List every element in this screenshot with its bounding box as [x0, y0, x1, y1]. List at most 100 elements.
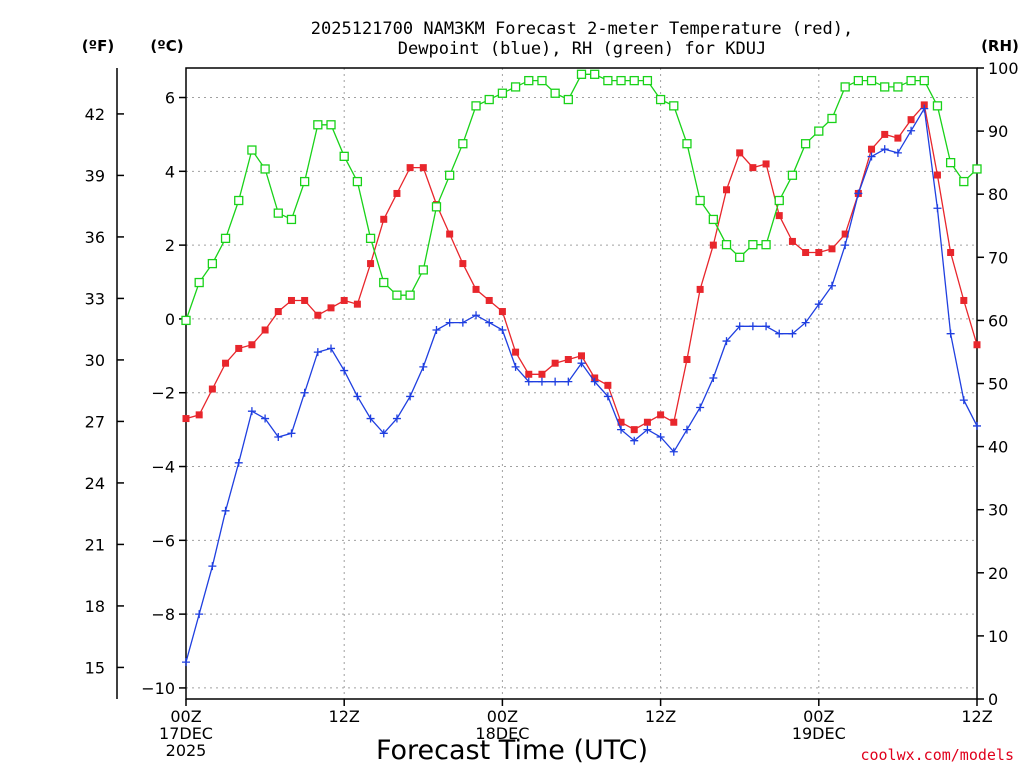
- dewpoint-point: [287, 429, 296, 438]
- temperature-point: [353, 300, 361, 308]
- dewpoint-point: [406, 392, 415, 401]
- temperature-point: [841, 230, 849, 238]
- rh-point: [234, 195, 244, 206]
- rh-tick-label: 100: [988, 59, 1019, 78]
- fahrenheit-tick-label: 36: [85, 228, 105, 247]
- dewpoint-point: [630, 436, 639, 445]
- fahrenheit-axis: 15 18 21 24 27 30 33 36 39 42: [85, 105, 124, 677]
- dewpoint-point: [880, 145, 889, 154]
- fahrenheit-tick-label: 21: [85, 535, 105, 554]
- x-tick-label: 12Z: [645, 707, 676, 726]
- temperature-point: [960, 296, 968, 304]
- x-tick-label: 12Z: [961, 707, 992, 726]
- fahrenheit-tick-label: 30: [85, 351, 105, 370]
- dewpoint-point: [445, 318, 454, 327]
- dewpoint-point: [603, 392, 612, 401]
- temperature-point: [657, 411, 665, 419]
- dewpoint-point: [907, 126, 916, 135]
- chart-title-line-1: 2025121700 NAM3KM Forecast 2-meter Tempe…: [311, 19, 853, 39]
- rh-point: [866, 75, 877, 86]
- temperature-point: [327, 304, 335, 312]
- temperature-point: [736, 149, 744, 157]
- dewpoint-point: [274, 433, 283, 442]
- dewpoint-point: [340, 366, 349, 375]
- dewpoint-point: [551, 377, 560, 386]
- dewpoint-point: [590, 377, 599, 386]
- temperature-point: [419, 164, 427, 172]
- temperature-point: [630, 426, 638, 434]
- dewpoint-point: [498, 325, 507, 334]
- temperature-point: [314, 311, 322, 319]
- fahrenheit-tick-label: 39: [85, 166, 105, 185]
- x-tick-label: 19DEC: [792, 724, 846, 743]
- celsius-tick-label: −8: [151, 605, 175, 624]
- temperature-point: [788, 237, 796, 245]
- rh-point: [431, 202, 442, 212]
- rh-point: [286, 214, 297, 225]
- dewpoint-point: [775, 329, 784, 338]
- temperature-point: [828, 245, 836, 253]
- rh-point: [590, 69, 600, 79]
- rh-point: [326, 120, 336, 130]
- rh-point: [774, 195, 784, 206]
- rh-point: [932, 101, 943, 111]
- plot-frame: [185, 67, 978, 700]
- rh-point: [959, 176, 969, 187]
- x-tick-label: 12Z: [329, 707, 360, 726]
- dewpoint-point: [893, 148, 902, 157]
- rh-tick-label: 30: [988, 501, 1008, 520]
- rh-tick-label: 0: [988, 690, 998, 709]
- rh-point: [682, 139, 692, 149]
- temperature-point: [287, 296, 295, 304]
- temperature-point: [815, 249, 823, 257]
- dewpoint-point: [327, 344, 336, 353]
- x-tick-label: 18DEC: [475, 724, 529, 743]
- temperature-point: [367, 260, 375, 268]
- grid-lines: [186, 68, 977, 699]
- source-credit: coolwx.com/models: [860, 746, 1014, 764]
- temperature-point: [261, 326, 269, 334]
- temperature-series: [182, 101, 981, 434]
- dewpoint-point: [353, 392, 362, 401]
- temperature-point: [248, 341, 256, 349]
- temperature-point: [670, 418, 678, 426]
- dewpoint-point: [261, 414, 270, 423]
- dewpoint-point: [841, 241, 850, 250]
- temperature-point: [762, 160, 770, 168]
- x-tick-label: 00Z: [803, 707, 834, 726]
- dewpoint-point: [722, 337, 731, 346]
- rh-point: [814, 126, 824, 136]
- temperature-point: [340, 296, 348, 304]
- temperature-point: [802, 249, 810, 257]
- dewpoint-point: [946, 329, 955, 338]
- temperature-point: [235, 344, 243, 352]
- dewpoint-point: [669, 447, 678, 456]
- rh-point: [471, 101, 481, 111]
- dewpoint-point: [748, 322, 757, 331]
- x-tick-label: 2025: [166, 741, 207, 760]
- temperature-point: [222, 359, 230, 367]
- temperature-point: [696, 285, 704, 293]
- temperature-line: [185, 103, 978, 431]
- temperature-point: [195, 411, 203, 419]
- temperature-point: [406, 164, 414, 172]
- dewpoint-point: [801, 318, 810, 327]
- rh-point: [708, 214, 718, 225]
- rh-point: [365, 233, 376, 244]
- dewpoint-point: [247, 407, 256, 416]
- x-tick-label: 00Z: [170, 707, 201, 726]
- dewpoint-point: [643, 425, 652, 434]
- dewpoint-point: [920, 104, 929, 113]
- dewpoint-point: [682, 425, 691, 434]
- temperature-point: [182, 415, 190, 423]
- dewpoint-point: [485, 318, 494, 327]
- rh-point: [194, 277, 204, 288]
- dewpoint-point: [973, 421, 981, 430]
- dewpoint-point: [827, 281, 836, 290]
- dewpoint-point: [392, 414, 401, 423]
- rh-point: [207, 258, 218, 269]
- rh-point: [655, 94, 666, 105]
- dewpoint-point: [221, 506, 230, 515]
- rh-point: [972, 164, 982, 174]
